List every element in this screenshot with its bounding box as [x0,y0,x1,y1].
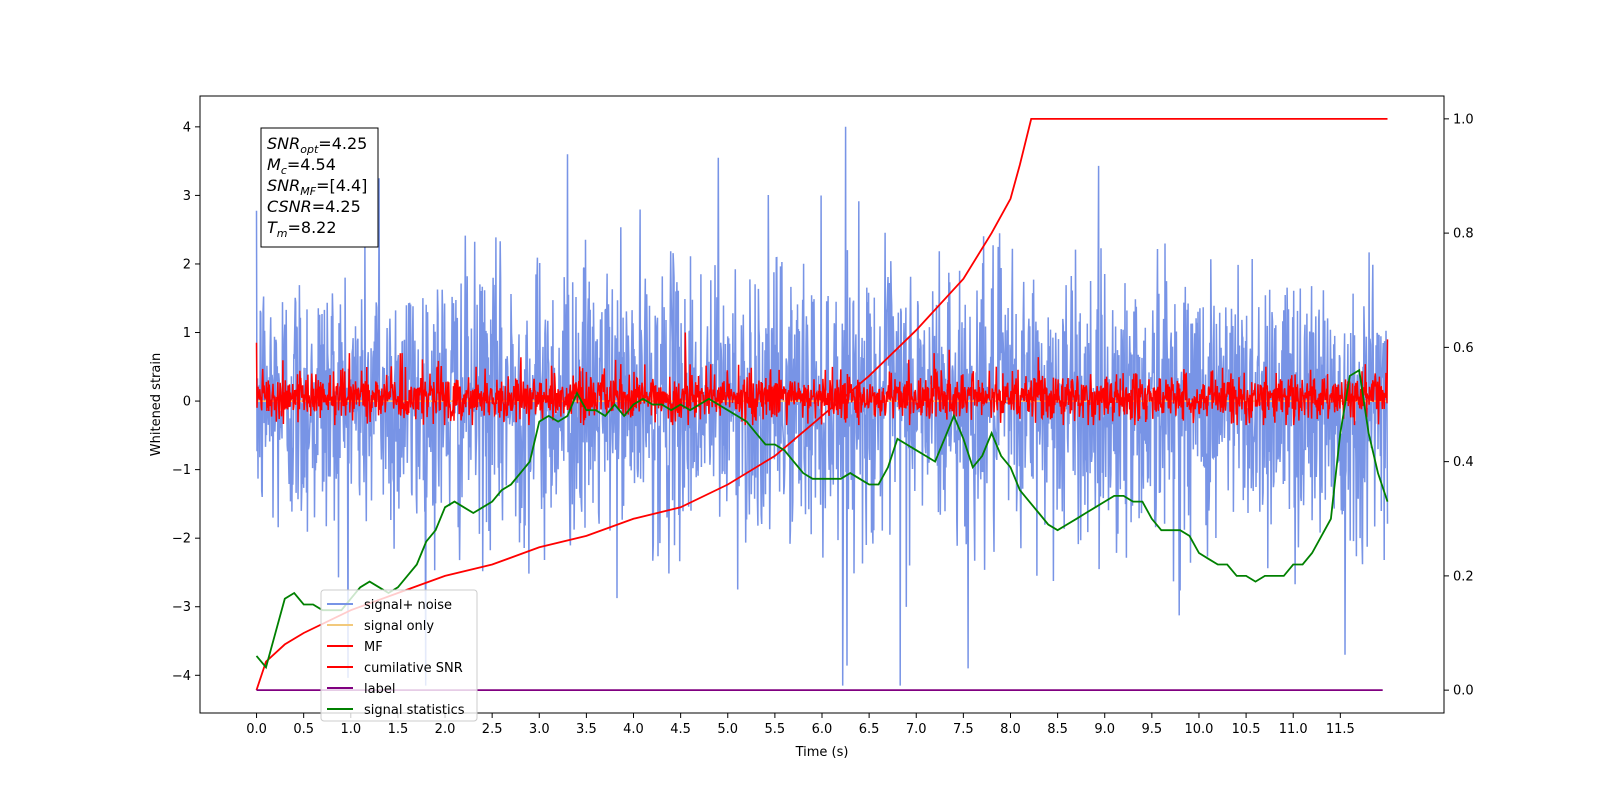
legend-label-label: label [364,682,395,697]
annotation-symbol: SNR [267,176,300,195]
annotation-value: =4.25 [318,134,367,153]
y-axis-right: 1.0 0.8 0.6 0.4 0.2 0.0 [1444,112,1474,699]
y2-tick-label: 0.8 [1453,227,1474,242]
series-line-signal-statistics [255,368,1389,670]
x-tick-label: 9.0 [1094,722,1115,737]
x-axis-label: Time (s) [795,745,849,760]
annotation-line: CSNR=4.25 [267,197,361,216]
annotation-value: =[4.4] [316,176,367,195]
annotation-line: SNRMF=[4.4] [267,176,367,198]
y-tick-label: −4 [172,669,191,684]
annotation-subscript: MF [300,185,316,198]
x-tick-label: 5.0 [717,722,738,737]
x-tick-label: 4.5 [670,722,691,737]
y-tick-label: −3 [172,600,191,615]
y-tick-label: 2 [183,257,191,272]
y-tick-label: −2 [172,532,191,547]
y-tick-label: 3 [183,189,191,204]
annotation-line: SNRopt=4.25 [267,134,367,156]
annotation-box-frame [260,127,379,248]
legend: signal+ noise signal only MF cumilative SNR… [320,589,478,722]
annotation-symbol: T [267,218,278,237]
x-axis: 0.0 0.5 1.0 1.5 2.0 2.5 3.0 3.5 4.0 4.5 5.0 5.5 6.0 6… [246,713,1355,737]
x-tick-label: 0.5 [293,722,314,737]
y2-tick-label: 0.2 [1453,569,1474,584]
x-tick-label: 10.0 [1184,722,1213,737]
x-tick-label: 2.0 [435,722,456,737]
x-tick-label: 6.5 [859,722,880,737]
series-line-mf [255,332,1389,426]
x-tick-label: 9.5 [1142,722,1163,737]
legend-frame [320,589,478,722]
y-axis-left: 4 3 2 1 0 −1 −2 −3 −4 [172,120,200,684]
x-tick-label: 5.5 [765,722,786,737]
legend-label-cumilative-snr: cumilative SNR [364,661,463,676]
y2-tick-label: 1.0 [1453,112,1474,127]
annotation-symbol: M [267,155,281,174]
annotation-value: =8.22 [288,218,337,237]
legend-label-mf: MF [364,640,383,655]
x-tick-label: 3.0 [529,722,550,737]
annotation-value: =4.54 [287,155,336,174]
y2-tick-label: 0.6 [1453,341,1474,356]
x-tick-label: 6.0 [812,722,833,737]
annotation-subscript: m [277,227,288,240]
x-tick-label: 0.0 [246,722,267,737]
x-tick-label: 7.0 [906,722,927,737]
y-tick-label: 4 [183,120,191,135]
x-tick-label: 11.0 [1279,722,1308,737]
annotation-symbol: SNR [267,134,300,153]
x-tick-label: 4.0 [623,722,644,737]
x-tick-label: 1.0 [340,722,361,737]
annotation-subscript: c [281,164,287,177]
legend-label-signal-only: signal only [364,619,434,634]
y2-tick-label: 0.4 [1453,455,1474,470]
annotation-symbol: CSNR [267,197,312,216]
x-tick-label: 10.5 [1232,722,1261,737]
y2-tick-label: 0.0 [1453,684,1474,699]
annotation-line: Tm=8.22 [267,218,337,240]
x-tick-label: 8.5 [1047,722,1068,737]
y-tick-label: 1 [183,326,191,341]
x-tick-label: 8.0 [1000,722,1021,737]
x-tick-label: 2.5 [482,722,503,737]
y-tick-label: 0 [183,395,191,410]
y-tick-label: −1 [172,463,191,478]
x-tick-label: 11.5 [1326,722,1355,737]
stats-annotation-box: SNRopt=4.25Mc=4.54SNRMF=[4.4]CSNR=4.25Tm… [260,127,379,248]
annotation-subscript: opt [300,143,319,156]
annotation-value: =4.25 [312,197,361,216]
annotation-line: Mc=4.54 [267,155,336,177]
x-tick-label: 7.5 [953,722,974,737]
y-axis-label: Whitened strain [149,353,164,456]
x-tick-label: 1.5 [388,722,409,737]
legend-label-signal-noise: signal+ noise [364,598,452,613]
legend-label-signal-statistics: signal statistics [364,703,465,718]
x-tick-label: 3.5 [576,722,597,737]
